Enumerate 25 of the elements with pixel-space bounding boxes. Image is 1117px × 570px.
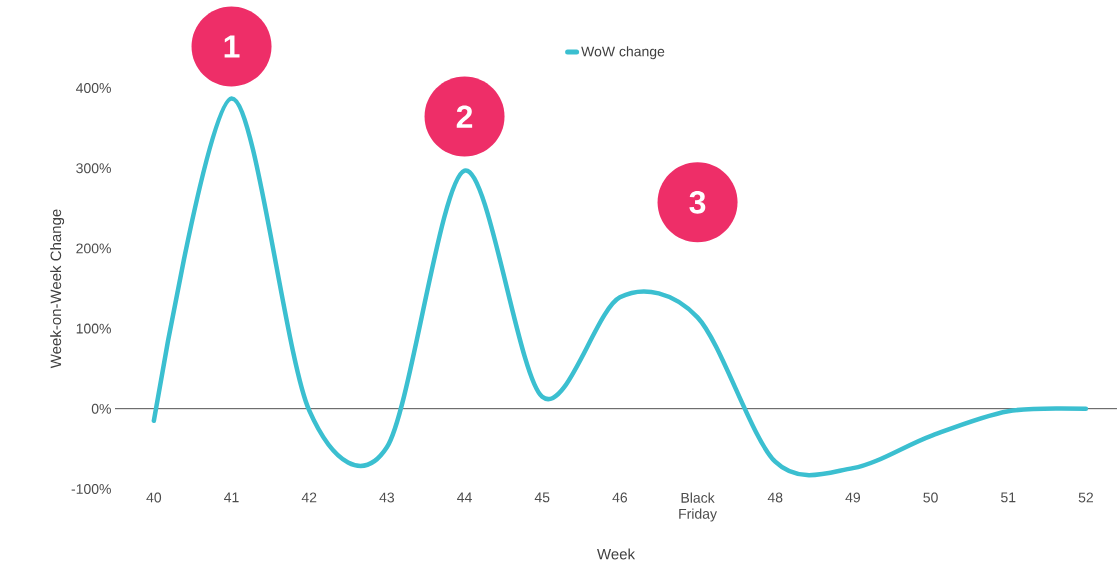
x-tick-label: 45	[534, 492, 550, 503]
x-tick-label: 48	[767, 492, 783, 503]
annotation: 3	[689, 190, 706, 214]
x-tick-label: 51	[1001, 492, 1016, 503]
x-axis-title: Week	[597, 548, 636, 560]
y-tick-label: 0%	[91, 403, 111, 414]
x-tick-label: 40	[146, 492, 162, 503]
x-tick-label: 49	[845, 492, 861, 503]
y-tick-label: 400%	[75, 83, 111, 93]
x-tick-label: 41	[224, 492, 239, 503]
x-tick-label: 52	[1078, 492, 1093, 503]
x-tick-label: 44	[457, 492, 472, 503]
x-tick-label: Black Friday	[679, 492, 717, 522]
x-tick-label: 50	[923, 492, 938, 503]
y-axis-title: Week-on-Week Change	[50, 209, 65, 369]
x-tick-label: 43	[379, 492, 395, 503]
y-tick-label: 200%	[76, 243, 111, 254]
text: 1	[224, 35, 240, 58]
x-tick-label: 46	[612, 492, 628, 503]
y-tick-label: 300%	[76, 163, 111, 174]
y-tick-label: -100%	[71, 484, 111, 494]
annotation: 2	[456, 105, 473, 128]
legend-label: WoW change	[581, 46, 665, 60]
x-tick-label: 42	[301, 492, 317, 503]
y-tick-label: 100%	[76, 323, 111, 334]
